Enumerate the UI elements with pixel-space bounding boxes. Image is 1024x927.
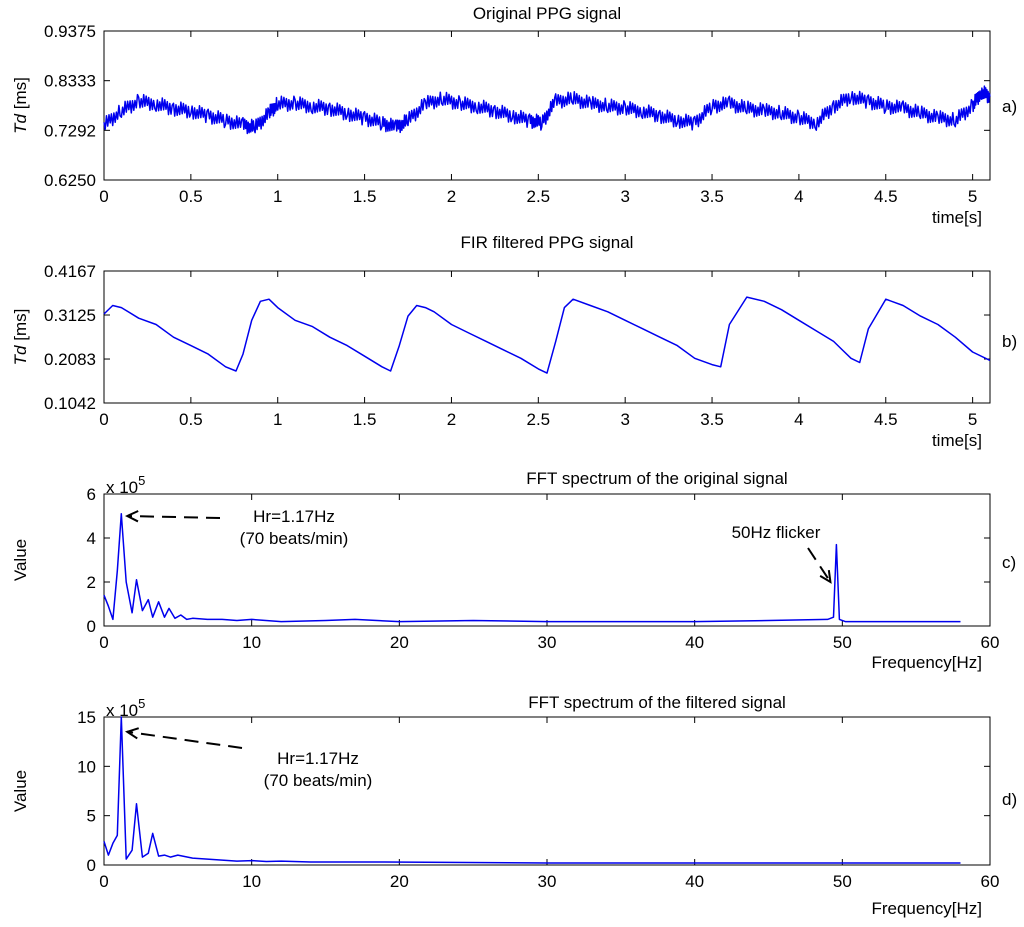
panel-a: 0 0.5 1 1.5 2 2.5 3 3.5 4 4.5 5 0.6250 0.7292 0.8333 0… — [11, 4, 1017, 227]
plot-frame — [103, 30, 991, 181]
y-tick-label: 0.4167 — [44, 262, 96, 281]
x-tick-label: 2 — [447, 410, 456, 429]
y-tick-label: 0.1042 — [44, 394, 96, 413]
annotation-arrow — [127, 515, 221, 519]
x-tick-label: 30 — [538, 633, 557, 652]
y-tick-label: 0.2083 — [44, 350, 96, 369]
x-axis-label: Frequency[Hz] — [871, 653, 982, 672]
x-tick-label: 0.5 — [179, 187, 203, 206]
x-tick-label: 4.5 — [874, 410, 898, 429]
x-tick-label: 50 — [833, 872, 852, 891]
y-multiplier: x 105 — [106, 473, 145, 497]
x-tick-label: 50 — [833, 633, 852, 652]
y-tick-label: 0.9375 — [44, 22, 96, 41]
x-tick-label: 10 — [242, 872, 261, 891]
x-tick-label: 3.5 — [700, 410, 724, 429]
y-multiplier: x 105 — [106, 696, 145, 720]
x-tick-label: 2 — [447, 187, 456, 206]
y-tick-label: 5 — [87, 807, 96, 826]
y-tick-label: 0.7292 — [44, 121, 96, 140]
annotation-arrowhead — [124, 510, 139, 523]
y-axis-label: Td [ms] — [11, 77, 30, 134]
y-tick-label: 4 — [87, 529, 96, 548]
panel-letter: a) — [1002, 97, 1017, 116]
y-tick-label: 0.6250 — [44, 171, 96, 190]
panel-b: 0 0.5 1 1.5 2 2.5 3 3.5 4 4.5 5 0.1042 0.2083 0.3125 0… — [11, 233, 1017, 450]
y-tick-label: 0 — [87, 856, 96, 875]
panel-d: 0 10 20 30 40 50 60 0 5 10 15 FFT spectrum of the f… — [11, 693, 1017, 918]
plot-frame — [103, 493, 991, 627]
series-line — [103, 85, 991, 135]
y-tick-label: 0 — [87, 617, 96, 636]
x-tick-label: 60 — [981, 872, 1000, 891]
x-tick-label: 0 — [99, 872, 108, 891]
chart-title: Original PPG signal — [473, 4, 621, 23]
plot-frame — [103, 716, 991, 866]
y-tick-label: 10 — [77, 757, 96, 776]
y-tick-label: 6 — [87, 485, 96, 504]
annotation-text: Hr=1.17Hz — [253, 507, 335, 526]
y-tick-label: 0.3125 — [44, 306, 96, 325]
plot-frame — [103, 270, 991, 404]
x-tick-label: 4 — [794, 187, 803, 206]
x-tick-label: 60 — [981, 633, 1000, 652]
annotation-arrowhead — [125, 727, 140, 740]
x-tick-label: 4.5 — [874, 187, 898, 206]
y-tick-label: 15 — [77, 708, 96, 727]
x-tick-label: 0 — [99, 410, 108, 429]
x-tick-label: 1.5 — [353, 410, 377, 429]
x-tick-label: 40 — [685, 633, 704, 652]
x-tick-label: 3 — [620, 187, 629, 206]
annotation-text: (70 beats/min) — [240, 529, 349, 548]
y-tick-label: 2 — [87, 573, 96, 592]
y-axis-label: Value — [11, 539, 30, 581]
series-line — [103, 513, 961, 623]
annotation-arrow — [127, 730, 243, 749]
x-tick-label: 3.5 — [700, 187, 724, 206]
x-tick-label: 30 — [538, 872, 557, 891]
series-line — [103, 296, 991, 374]
x-axis-label: time[s] — [932, 208, 982, 227]
annotation-arrowhead — [819, 569, 832, 584]
x-tick-label: 0 — [99, 633, 108, 652]
x-tick-label: 3 — [620, 410, 629, 429]
x-tick-label: 10 — [242, 633, 261, 652]
x-tick-label: 0 — [99, 187, 108, 206]
x-tick-label: 20 — [390, 872, 409, 891]
x-axis-label: time[s] — [932, 431, 982, 450]
series-line — [103, 716, 961, 864]
panel-letter: c) — [1002, 553, 1016, 572]
panel-letter: b) — [1002, 332, 1017, 351]
x-axis-label: Frequency[Hz] — [871, 899, 982, 918]
x-tick-label: 2.5 — [526, 187, 550, 206]
annotation-arrow — [807, 547, 832, 583]
panel-letter: d) — [1002, 790, 1017, 809]
x-tick-label: 2.5 — [526, 410, 550, 429]
x-tick-label: 5 — [968, 410, 977, 429]
y-axis-label: Td [ms] — [11, 309, 30, 366]
y-axis-label: Value — [11, 770, 30, 812]
chart-title: FIR filtered PPG signal — [461, 233, 634, 252]
chart-title: FFT spectrum of the original signal — [526, 469, 787, 488]
x-tick-label: 0.5 — [179, 410, 203, 429]
x-tick-label: 4 — [794, 410, 803, 429]
x-tick-label: 1 — [273, 410, 282, 429]
annotation-text: Hr=1.17Hz — [277, 749, 359, 768]
x-tick-label: 5 — [968, 187, 977, 206]
x-tick-label: 1 — [273, 187, 282, 206]
panel-c: 0 10 20 30 40 50 60 0 2 4 6 FFT spectrum of the ori… — [11, 469, 1016, 672]
y-tick-label: 0.8333 — [44, 72, 96, 91]
x-tick-label: 20 — [390, 633, 409, 652]
x-tick-label: 40 — [685, 872, 704, 891]
annotation-text: 50Hz flicker — [732, 523, 821, 542]
x-tick-label: 1.5 — [353, 187, 377, 206]
chart-title: FFT spectrum of the filtered signal — [528, 693, 786, 712]
annotation-text: (70 beats/min) — [264, 771, 373, 790]
